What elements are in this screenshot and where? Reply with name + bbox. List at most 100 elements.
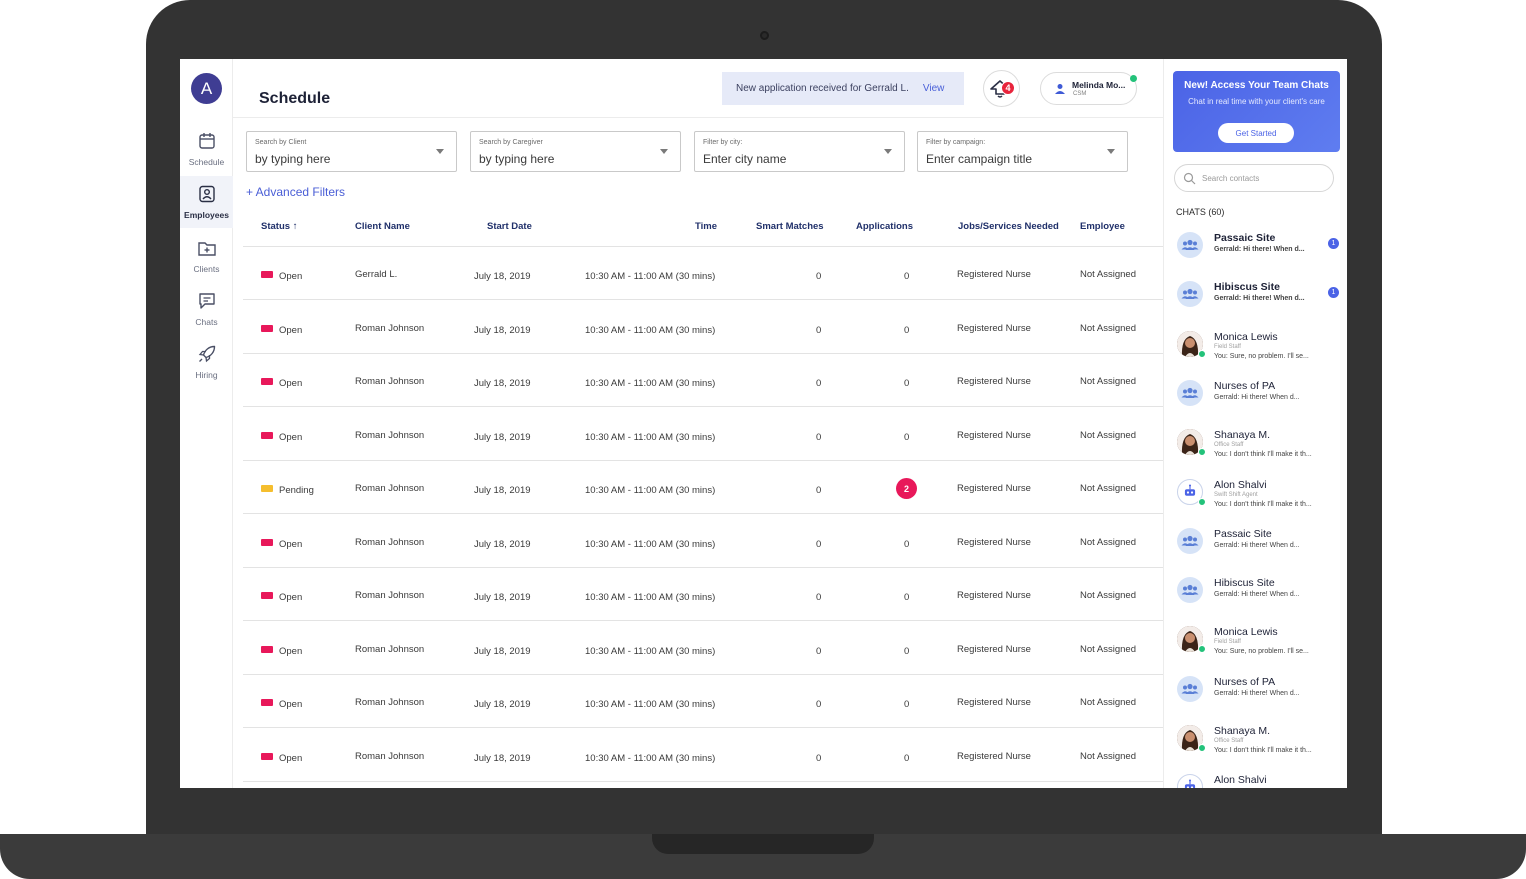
chat-contact-item[interactable]: Hibiscus Site Gerrald: Hi there! When d..…: [1164, 281, 1347, 329]
online-status-dot: [1198, 448, 1206, 457]
column-header-status[interactable]: Status ↑: [261, 221, 297, 232]
notice-view-link[interactable]: View: [922, 83, 945, 94]
status-flag-icon: [261, 699, 273, 706]
filter-value: Enter campaign title: [926, 152, 1033, 166]
client-name-cell: Gerrald L.: [355, 269, 398, 280]
employee-cell: Not Assigned: [1080, 536, 1136, 548]
start-date-cell: July 18, 2019: [474, 271, 531, 282]
table-row[interactable]: Open Roman Johnson July 18, 2019 10:30 AM -…: [243, 354, 1163, 407]
nav-item-schedule[interactable]: Schedule: [180, 123, 233, 175]
status-label: Open: [279, 431, 303, 443]
filter-value: Enter city name: [703, 152, 787, 166]
rocket-icon: [198, 345, 215, 363]
contact-name: Shanaya M.: [1214, 429, 1271, 442]
user-photo-avatar: [1177, 725, 1203, 751]
start-date-cell: July 18, 2019: [474, 592, 531, 603]
time-cell: 10:30 AM - 11:00 AM (30 mins): [585, 645, 716, 657]
contact-search-input[interactable]: Search contacts: [1174, 164, 1334, 192]
table-row[interactable]: Open Roman Johnson July 18, 2019 10:30 AM -…: [243, 729, 1163, 782]
column-header-time[interactable]: Time: [695, 221, 718, 232]
employee-cell: Not Assigned: [1080, 483, 1136, 494]
chat-contact-item[interactable]: Nurses of PA Gerrald: Hi there! When d...: [1164, 379, 1347, 428]
employee-cell: Not Assigned: [1080, 269, 1136, 280]
service-needed-cell: Registered Nurse: [957, 376, 1031, 387]
nav-item-employees[interactable]: Employees: [180, 176, 233, 228]
table-row[interactable]: Open Roman Johnson July 18, 2019 10:30 AM -…: [243, 301, 1163, 354]
last-message-preview: Gerrald: Hi there! When d...: [1214, 541, 1300, 549]
group-avatar-icon: [1177, 379, 1203, 406]
chat-contact-item[interactable]: Shanaya M. Office Staff You: I don't think…: [1164, 725, 1347, 773]
promo-title: New! Access Your Team Chats: [1184, 80, 1329, 91]
client-name-cell: Roman Johnson: [355, 429, 425, 441]
table-row[interactable]: Open Roman Johnson July 18, 2019 10:30 AM -…: [243, 622, 1163, 675]
table-row[interactable]: Pending Roman Johnson July 18, 2019 10:30 A…: [243, 461, 1163, 514]
unread-count-badge: 1: [1328, 238, 1339, 249]
table-row[interactable]: Open Roman Johnson July 18, 2019 10:30 AM -…: [243, 408, 1163, 461]
chat-contact-item[interactable]: Monica Lewis Field Staff You: Sure, no pro…: [1164, 330, 1347, 379]
smart-matches-cell: 0: [816, 538, 822, 550]
chat-contact-item[interactable]: Monica Lewis Field Staff You: Sure, no pro…: [1164, 626, 1347, 674]
column-header-start-date[interactable]: Start Date: [487, 221, 532, 232]
campaign-filter[interactable]: Filter by campaign: Enter campaign title: [917, 131, 1128, 172]
filter-value: by typing here: [255, 152, 331, 166]
chat-contact-item[interactable]: Passaic Site Gerrald: Hi there! When d...: [1164, 527, 1347, 576]
chat-contact-item[interactable]: Passaic Site Gerrald: Hi there! When d...…: [1164, 232, 1347, 280]
table-row[interactable]: Open Roman Johnson July 18, 2019 10:30 AM -…: [243, 675, 1163, 728]
column-header-applications[interactable]: Applications: [856, 221, 914, 232]
nav-item-chats[interactable]: Chats: [180, 283, 233, 335]
client-search-filter[interactable]: Search by Client by typing here: [246, 131, 457, 172]
nav-item-hiring[interactable]: Hiring: [180, 336, 233, 388]
column-header-jobs-services[interactable]: Jobs/Services Needed: [958, 221, 1059, 232]
table-row[interactable]: Open Gerrald L. July 18, 2019 10:30 AM - 11…: [243, 247, 1163, 300]
employee-cell: Not Assigned: [1080, 750, 1136, 762]
status-label: Open: [279, 538, 303, 550]
user-name: Melinda Mo...: [1072, 80, 1126, 90]
caregiver-search-filter[interactable]: Search by Caregiver by typing here: [470, 131, 681, 172]
employee-cell: Not Assigned: [1080, 429, 1136, 441]
contact-name: Passaic Site: [1214, 527, 1272, 540]
contact-name: Nurses of PA: [1214, 379, 1276, 392]
smart-matches-cell: 0: [816, 645, 822, 657]
service-needed-cell: Registered Nurse: [957, 536, 1031, 548]
column-header-employee[interactable]: Employee: [1080, 221, 1125, 232]
team-chats-promo: New! Access Your Team Chats Chat in real…: [1173, 71, 1340, 152]
chat-contact-item[interactable]: Hibiscus Site Gerrald: Hi there! When d..…: [1164, 577, 1347, 625]
chat-contact-item[interactable]: Alon Shalvi: [1164, 774, 1347, 788]
employee-cell: Not Assigned: [1080, 376, 1136, 387]
chat-contact-item[interactable]: Shanaya M. Office Staff You: I don't think…: [1164, 429, 1347, 477]
smart-matches-cell: 0: [816, 431, 822, 443]
column-header-client-name[interactable]: Client Name: [355, 221, 410, 232]
service-needed-cell: Registered Nurse: [957, 483, 1031, 494]
chat-contact-item[interactable]: Nurses of PA Gerrald: Hi there! When d...: [1164, 675, 1347, 724]
user-menu[interactable]: Melinda Mo... CSM: [1040, 72, 1137, 105]
last-message-preview: Gerrald: Hi there! When d...: [1214, 393, 1300, 401]
account-avatar[interactable]: A: [191, 73, 222, 104]
status-label: Open: [279, 592, 303, 603]
table-header-divider: [243, 246, 1163, 247]
dropdown-arrow-icon: [884, 149, 892, 154]
smart-matches-cell: 0: [816, 699, 822, 710]
column-header-smart-matches[interactable]: Smart Matches: [756, 221, 824, 232]
contact-name: Hibiscus Site: [1214, 281, 1280, 294]
online-status-dot: [1198, 349, 1206, 358]
time-cell: 10:30 AM - 11:00 AM (30 mins): [585, 699, 716, 710]
chat-contact-item[interactable]: Alon Shalvi Swift Shift Agent You: I don't…: [1164, 478, 1347, 527]
applications-count-badge[interactable]: 2: [896, 478, 917, 499]
start-date-cell: July 18, 2019: [474, 431, 531, 443]
nav-item-clients[interactable]: Clients: [180, 230, 233, 282]
employee-cell: Not Assigned: [1080, 590, 1136, 601]
table-row[interactable]: Open Roman Johnson July 18, 2019 10:30 AM -…: [243, 568, 1163, 621]
get-started-button[interactable]: Get Started: [1218, 123, 1294, 143]
unread-count-badge: 1: [1328, 287, 1339, 299]
smart-matches-cell: 0: [816, 271, 822, 282]
chat-icon: [198, 293, 215, 309]
city-filter[interactable]: Filter by city: Enter city name: [694, 131, 905, 172]
table-row[interactable]: Open Roman Johnson July 18, 2019 10:30 AM -…: [243, 515, 1163, 568]
applications-cell: 0: [904, 645, 910, 657]
filter-caption: Filter by campaign:: [926, 139, 986, 146]
last-message-preview: You: I don't think I'll make it th...: [1214, 451, 1312, 459]
advanced-filters-link[interactable]: + Advanced Filters: [246, 185, 346, 199]
last-message-preview: Gerrald: Hi there! When d...: [1214, 295, 1305, 303]
header-divider: [233, 117, 1163, 118]
chats-count-label: CHATS (60): [1176, 207, 1225, 217]
